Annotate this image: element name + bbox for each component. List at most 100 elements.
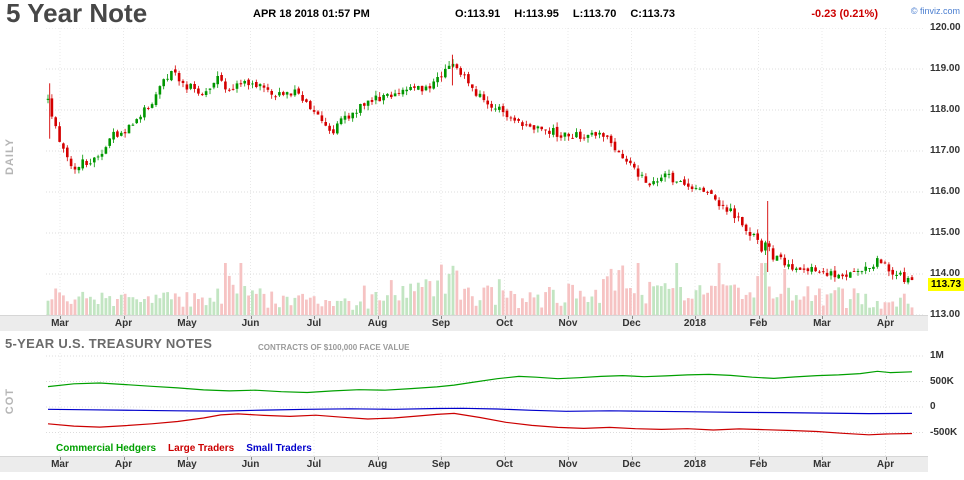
candles [46, 54, 914, 285]
month-label: Mar [813, 318, 831, 329]
legend-commercial-hedgers: Commercial Hedgers [56, 443, 157, 454]
price-grid [46, 28, 925, 315]
axis-tick [695, 316, 696, 319]
axis-tick [60, 457, 61, 460]
axis-tick [441, 316, 442, 319]
axis-tick [822, 457, 823, 460]
axis-tick [568, 316, 569, 319]
legend-large-traders: Large Traders [168, 443, 235, 454]
month-label: Sep [431, 318, 451, 329]
axis-tick [187, 457, 188, 460]
cot-series-large-traders [47, 412, 913, 436]
cot-side-label: COT [4, 388, 16, 415]
month-label: Jun [241, 459, 260, 470]
price-change: -0.23 (0.21%) [811, 8, 878, 20]
axis-tick-label: 118.00 [930, 104, 961, 115]
month-label: Dec [622, 459, 641, 470]
axis-tick [250, 457, 252, 460]
cot-lines [47, 370, 913, 436]
quote-timestamp: APR 18 2018 01:57 PM [253, 8, 370, 20]
axis-tick-label: 1M [930, 350, 944, 361]
axis-tick-label: 116.00 [930, 186, 961, 197]
month-label: 2018 [683, 459, 707, 470]
cot-series-small-traders [47, 407, 913, 415]
month-label: Nov [558, 459, 578, 470]
month-label: Oct [496, 318, 513, 329]
axis-tick [695, 457, 696, 460]
axis-tick [60, 316, 61, 319]
cot-chart-canvas [46, 353, 925, 456]
cot-grid [46, 353, 925, 456]
month-label: Dec [622, 318, 641, 329]
axis-tick [631, 457, 633, 460]
axis-tick [441, 457, 442, 460]
cot-series-commercial-hedgers [47, 370, 913, 394]
axis-tick [822, 316, 823, 319]
axis-tick [568, 457, 569, 460]
cot-section-title: 5-YEAR U.S. TREASURY NOTES [5, 336, 213, 351]
last-price-tag: 113.73 [928, 278, 964, 292]
price-chart-canvas [46, 28, 925, 315]
month-label: 2018 [683, 318, 707, 329]
month-label: Mar [51, 459, 69, 470]
cot-x-axis: Mar Apr May Jun Jul Aug Sep Oct Nov Dec 2018 Feb Mar… [0, 456, 928, 472]
axis-tick-label: -500K [930, 426, 958, 438]
axis-tick-label: 120.00 [930, 22, 961, 33]
month-label: Jul [306, 459, 322, 470]
legend-small-traders: Small Traders [246, 443, 312, 454]
month-label: Apr [114, 459, 133, 470]
volume-bars [46, 263, 914, 315]
month-label: Apr [114, 318, 133, 329]
axis-tick [885, 457, 887, 460]
y-axis-labels: 120.00 119.00 118.00 117.00 116.00 115.00 114.… [929, 0, 964, 480]
axis-tick [758, 316, 760, 319]
month-label: Feb [749, 459, 768, 470]
month-label: Mar [51, 318, 69, 329]
month-label: Aug [367, 459, 388, 470]
month-label: Sep [431, 459, 451, 470]
high-value: H:113.95 [514, 8, 559, 20]
instrument-title: 5 Year Note [6, 0, 148, 28]
low-value: L:113.70 [572, 8, 617, 20]
axis-tick [377, 457, 379, 460]
month-label: Jul [306, 318, 322, 329]
axis-tick [314, 316, 315, 319]
close-value: C:113.73 [630, 8, 675, 20]
axis-tick [885, 316, 887, 319]
month-label: May [177, 459, 197, 470]
month-label: Apr [876, 318, 895, 329]
axis-tick-label: 114.00 [930, 268, 961, 279]
cot-legend: Commercial Hedgers Large Traders Small T… [56, 443, 312, 454]
axis-tick [504, 316, 506, 319]
axis-tick-label: 0 [930, 401, 936, 412]
month-label: Nov [558, 318, 578, 329]
month-label: Mar [813, 459, 831, 470]
axis-tick [758, 457, 760, 460]
axis-tick-label: 500K [930, 375, 954, 387]
axis-tick-label: 115.00 [930, 227, 961, 238]
daily-timeframe-label: DAILY [4, 138, 16, 175]
month-label: Jun [241, 318, 260, 329]
axis-tick [123, 316, 125, 319]
axis-tick [377, 316, 379, 319]
ohlc-readout: O:113.91 H:113.95 L:113.70 C:113.73 [455, 8, 675, 20]
price-x-axis: Mar Apr May Jun Jul Aug Sep Oct Nov Dec 2018 Feb Mar… [0, 315, 928, 331]
axis-tick [123, 457, 125, 460]
axis-tick [250, 316, 252, 319]
month-label: Feb [749, 318, 768, 329]
axis-tick-label: 113.00 [930, 309, 961, 320]
open-value: O:113.91 [455, 8, 501, 20]
month-label: Oct [496, 459, 513, 470]
month-label: Apr [876, 459, 895, 470]
month-label: Aug [367, 318, 388, 329]
finviz-brand-link[interactable]: © finviz.com [910, 6, 960, 16]
axis-tick [314, 457, 315, 460]
axis-tick [187, 316, 188, 319]
axis-tick [631, 316, 633, 319]
month-label: May [177, 318, 197, 329]
axis-tick-label: 119.00 [930, 63, 961, 74]
axis-tick-label: 117.00 [930, 145, 961, 156]
axis-tick [504, 457, 506, 460]
cot-section-subtitle: CONTRACTS OF $100,000 FACE VALUE [258, 343, 410, 352]
